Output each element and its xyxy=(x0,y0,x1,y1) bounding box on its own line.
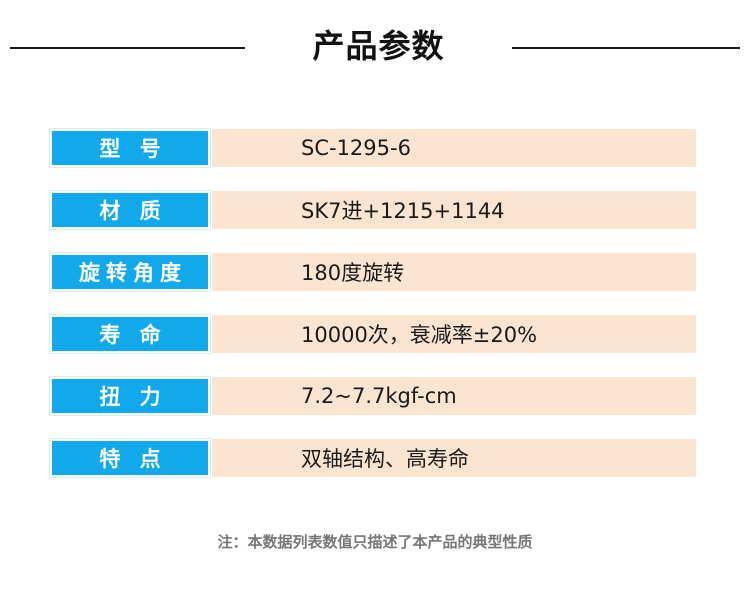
spec-label: 型 号 xyxy=(50,129,210,167)
spec-value: SC-1295-6 xyxy=(212,129,696,167)
spec-row-torque: 扭 力 7.2~7.7kgf-cm xyxy=(50,377,696,415)
spec-value: 180度旋转 xyxy=(212,253,696,291)
spec-value: SK7进+1215+1144 xyxy=(212,191,696,229)
page-header: 产品参数 xyxy=(0,0,750,95)
header-divider-right xyxy=(512,47,740,49)
spec-row-rotation: 旋转角度 180度旋转 xyxy=(50,253,696,291)
spec-row-features: 特 点 双轴结构、高寿命 xyxy=(50,439,696,477)
spec-label: 特 点 xyxy=(50,439,210,477)
spec-row-model: 型 号 SC-1295-6 xyxy=(50,129,696,167)
spec-value: 10000次，衰减率±20% xyxy=(212,315,696,353)
spec-label: 旋转角度 xyxy=(50,253,210,291)
spec-row-material: 材 质 SK7进+1215+1144 xyxy=(50,191,696,229)
spec-label: 寿 命 xyxy=(50,315,210,353)
spec-value: 双轴结构、高寿命 xyxy=(212,439,696,477)
spec-row-lifespan: 寿 命 10000次，衰减率±20% xyxy=(50,315,696,353)
spec-label: 材 质 xyxy=(50,191,210,229)
spec-label: 扭 力 xyxy=(50,377,210,415)
header-divider-left xyxy=(10,47,245,49)
spec-value: 7.2~7.7kgf-cm xyxy=(212,377,696,415)
page-title: 产品参数 xyxy=(312,27,445,65)
footer-note: 注：本数据列表数值只描述了本产品的典型性质 xyxy=(217,533,533,551)
spec-table: 型 号 SC-1295-6 材 质 SK7进+1215+1144 旋转角度 18… xyxy=(50,129,696,501)
